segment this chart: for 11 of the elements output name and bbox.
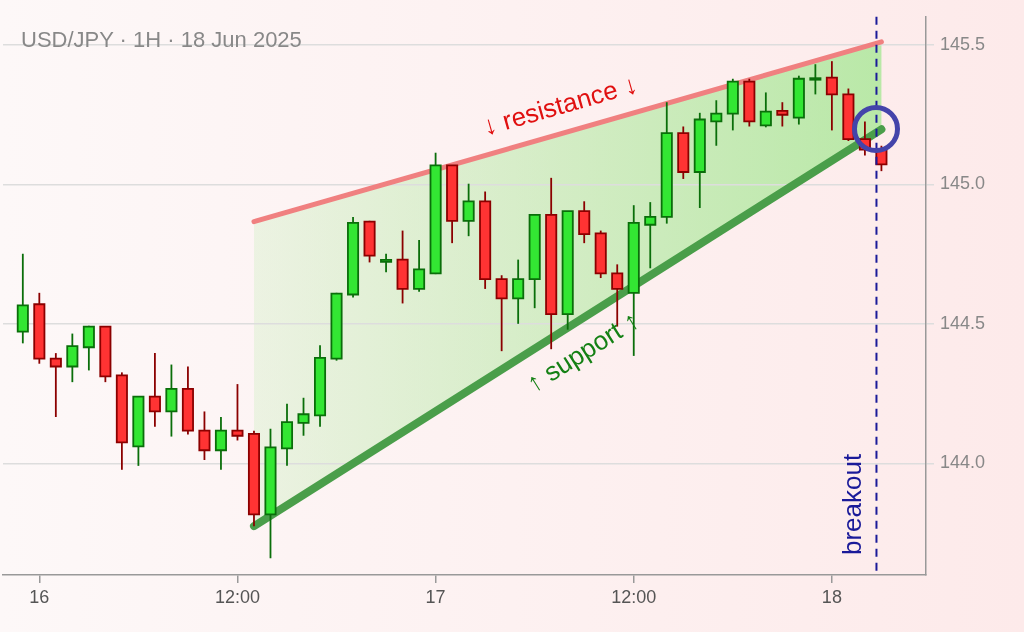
x-tick-label: 18 [821,586,842,607]
x-tick-label: 16 [29,586,50,607]
y-tick-label: 145.0 [940,173,986,194]
y-tick-label: 144.5 [940,312,986,333]
text: USD/JPY · 1H · 18 Jun 2025 [21,27,302,53]
ref-line-label: breakout [836,453,867,555]
x-tick-label: 12:00 [214,586,260,607]
x-tick-label: 12:00 [611,586,657,607]
y-tick-label: 145.5 [940,33,986,54]
x-tick-label: 17 [425,586,446,607]
y-tick-label: 144.0 [940,452,986,473]
